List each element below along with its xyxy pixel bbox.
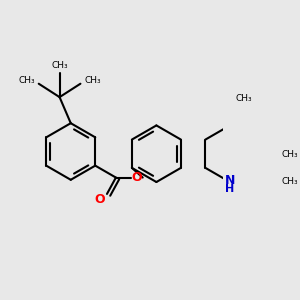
- Text: N: N: [225, 174, 235, 187]
- Text: CH₃: CH₃: [19, 76, 35, 85]
- Text: CH₃: CH₃: [84, 76, 101, 85]
- Text: O: O: [94, 193, 105, 206]
- Text: O: O: [131, 171, 142, 184]
- Text: CH₃: CH₃: [235, 94, 252, 103]
- Text: CH₃: CH₃: [282, 177, 298, 186]
- Text: CH₃: CH₃: [282, 150, 298, 159]
- Text: CH₃: CH₃: [51, 61, 68, 70]
- Text: H: H: [225, 184, 235, 194]
